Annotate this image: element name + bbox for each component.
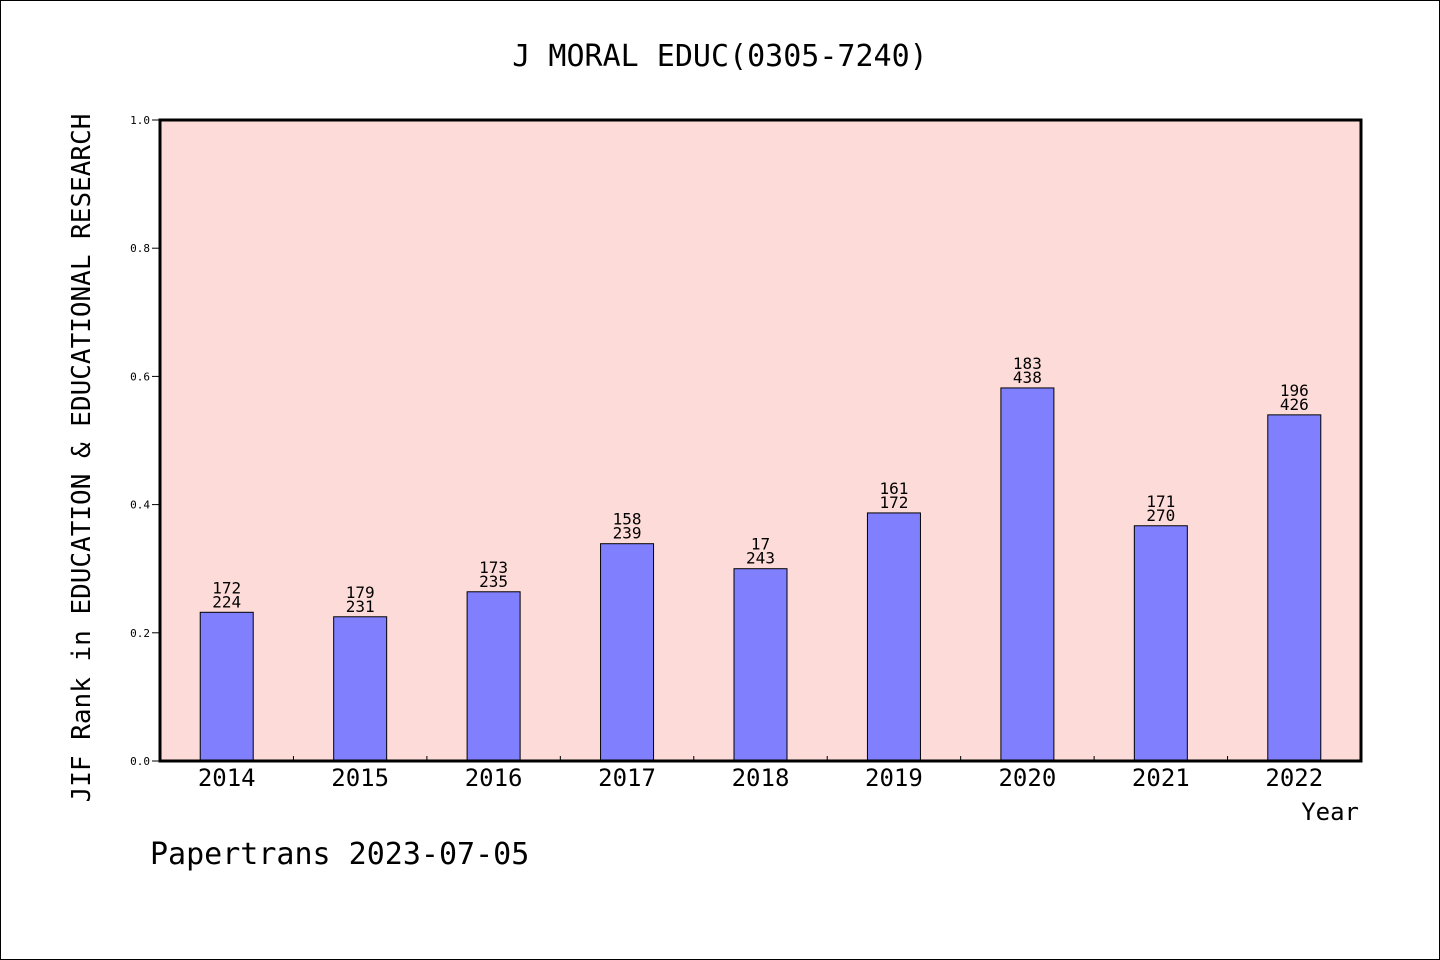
plot-border — [158, 118, 1363, 763]
bar-total-label: 426 — [1280, 395, 1309, 414]
x-tick-label: 2019 — [865, 764, 923, 792]
x-tick-label: 2020 — [998, 764, 1056, 792]
bar-2022 — [1267, 414, 1322, 762]
x-axis-label: Year — [1301, 798, 1359, 826]
y-tick-label: 0.6 — [130, 370, 150, 383]
bar-rank-label: 172 — [212, 578, 241, 597]
bar-total-label: 231 — [346, 597, 375, 616]
bar-2020 — [1000, 387, 1055, 762]
footer-credit: Papertrans 2023-07-05 — [150, 837, 529, 872]
bar-total-label: 239 — [613, 524, 642, 543]
x-tick-label: 2014 — [198, 764, 256, 792]
y-axis-label: JIF Rank in EDUCATION & EDUCATIONAL RESE… — [67, 114, 97, 803]
x-tick-label: 2017 — [598, 764, 656, 792]
bar-2015 — [333, 616, 388, 762]
bar-total-label: 243 — [746, 549, 775, 568]
bars-group — [199, 387, 1322, 762]
bar-2017 — [600, 543, 655, 762]
bar-total-label: 438 — [1013, 368, 1042, 387]
bar-total-label: 224 — [212, 592, 241, 611]
x-tick-label: 2021 — [1132, 764, 1190, 792]
bar-rank-label: 161 — [879, 479, 908, 498]
bar-rank-label: 196 — [1280, 381, 1309, 400]
bar-rank-label: 183 — [1013, 354, 1042, 373]
y-tick-label: 0.4 — [130, 499, 150, 512]
bar-total-label: 235 — [479, 572, 508, 591]
y-tick-label: 0.8 — [130, 242, 150, 255]
y-axis-ticks: 0.0 0.2 0.4 0.6 0.8 1.0 — [130, 114, 160, 768]
bar-rank-label: 17 — [751, 535, 770, 554]
bar-2019 — [866, 512, 921, 762]
bar-labels-group: 1722241792311732351582391724316117218343… — [212, 354, 1308, 616]
y-tick-label: 0.2 — [130, 627, 150, 640]
bar-2021 — [1133, 525, 1188, 762]
x-tick-label: 2015 — [331, 764, 389, 792]
x-axis-ticks: 2014 2015 2016 2017 2018 2019 2020 2021 2022 — [198, 756, 1323, 792]
x-tick-label: 2018 — [732, 764, 790, 792]
bar-2014 — [199, 611, 254, 762]
bar-rank-label: 158 — [613, 510, 642, 529]
chart-title: J MORAL EDUC(0305-7240) — [512, 39, 927, 74]
bar-total-label: 172 — [879, 493, 908, 512]
y-tick-label: 1.0 — [130, 114, 150, 127]
bar-rank-label: 171 — [1146, 492, 1175, 511]
bar-2018 — [733, 568, 788, 762]
x-tick-label: 2022 — [1265, 764, 1323, 792]
bar-2016 — [466, 591, 521, 762]
x-tick-label: 2016 — [465, 764, 523, 792]
bar-rank-label: 179 — [346, 583, 375, 602]
bar-rank-label: 173 — [479, 558, 508, 577]
y-tick-label: 0.0 — [130, 755, 150, 768]
bar-total-label: 270 — [1146, 506, 1175, 525]
